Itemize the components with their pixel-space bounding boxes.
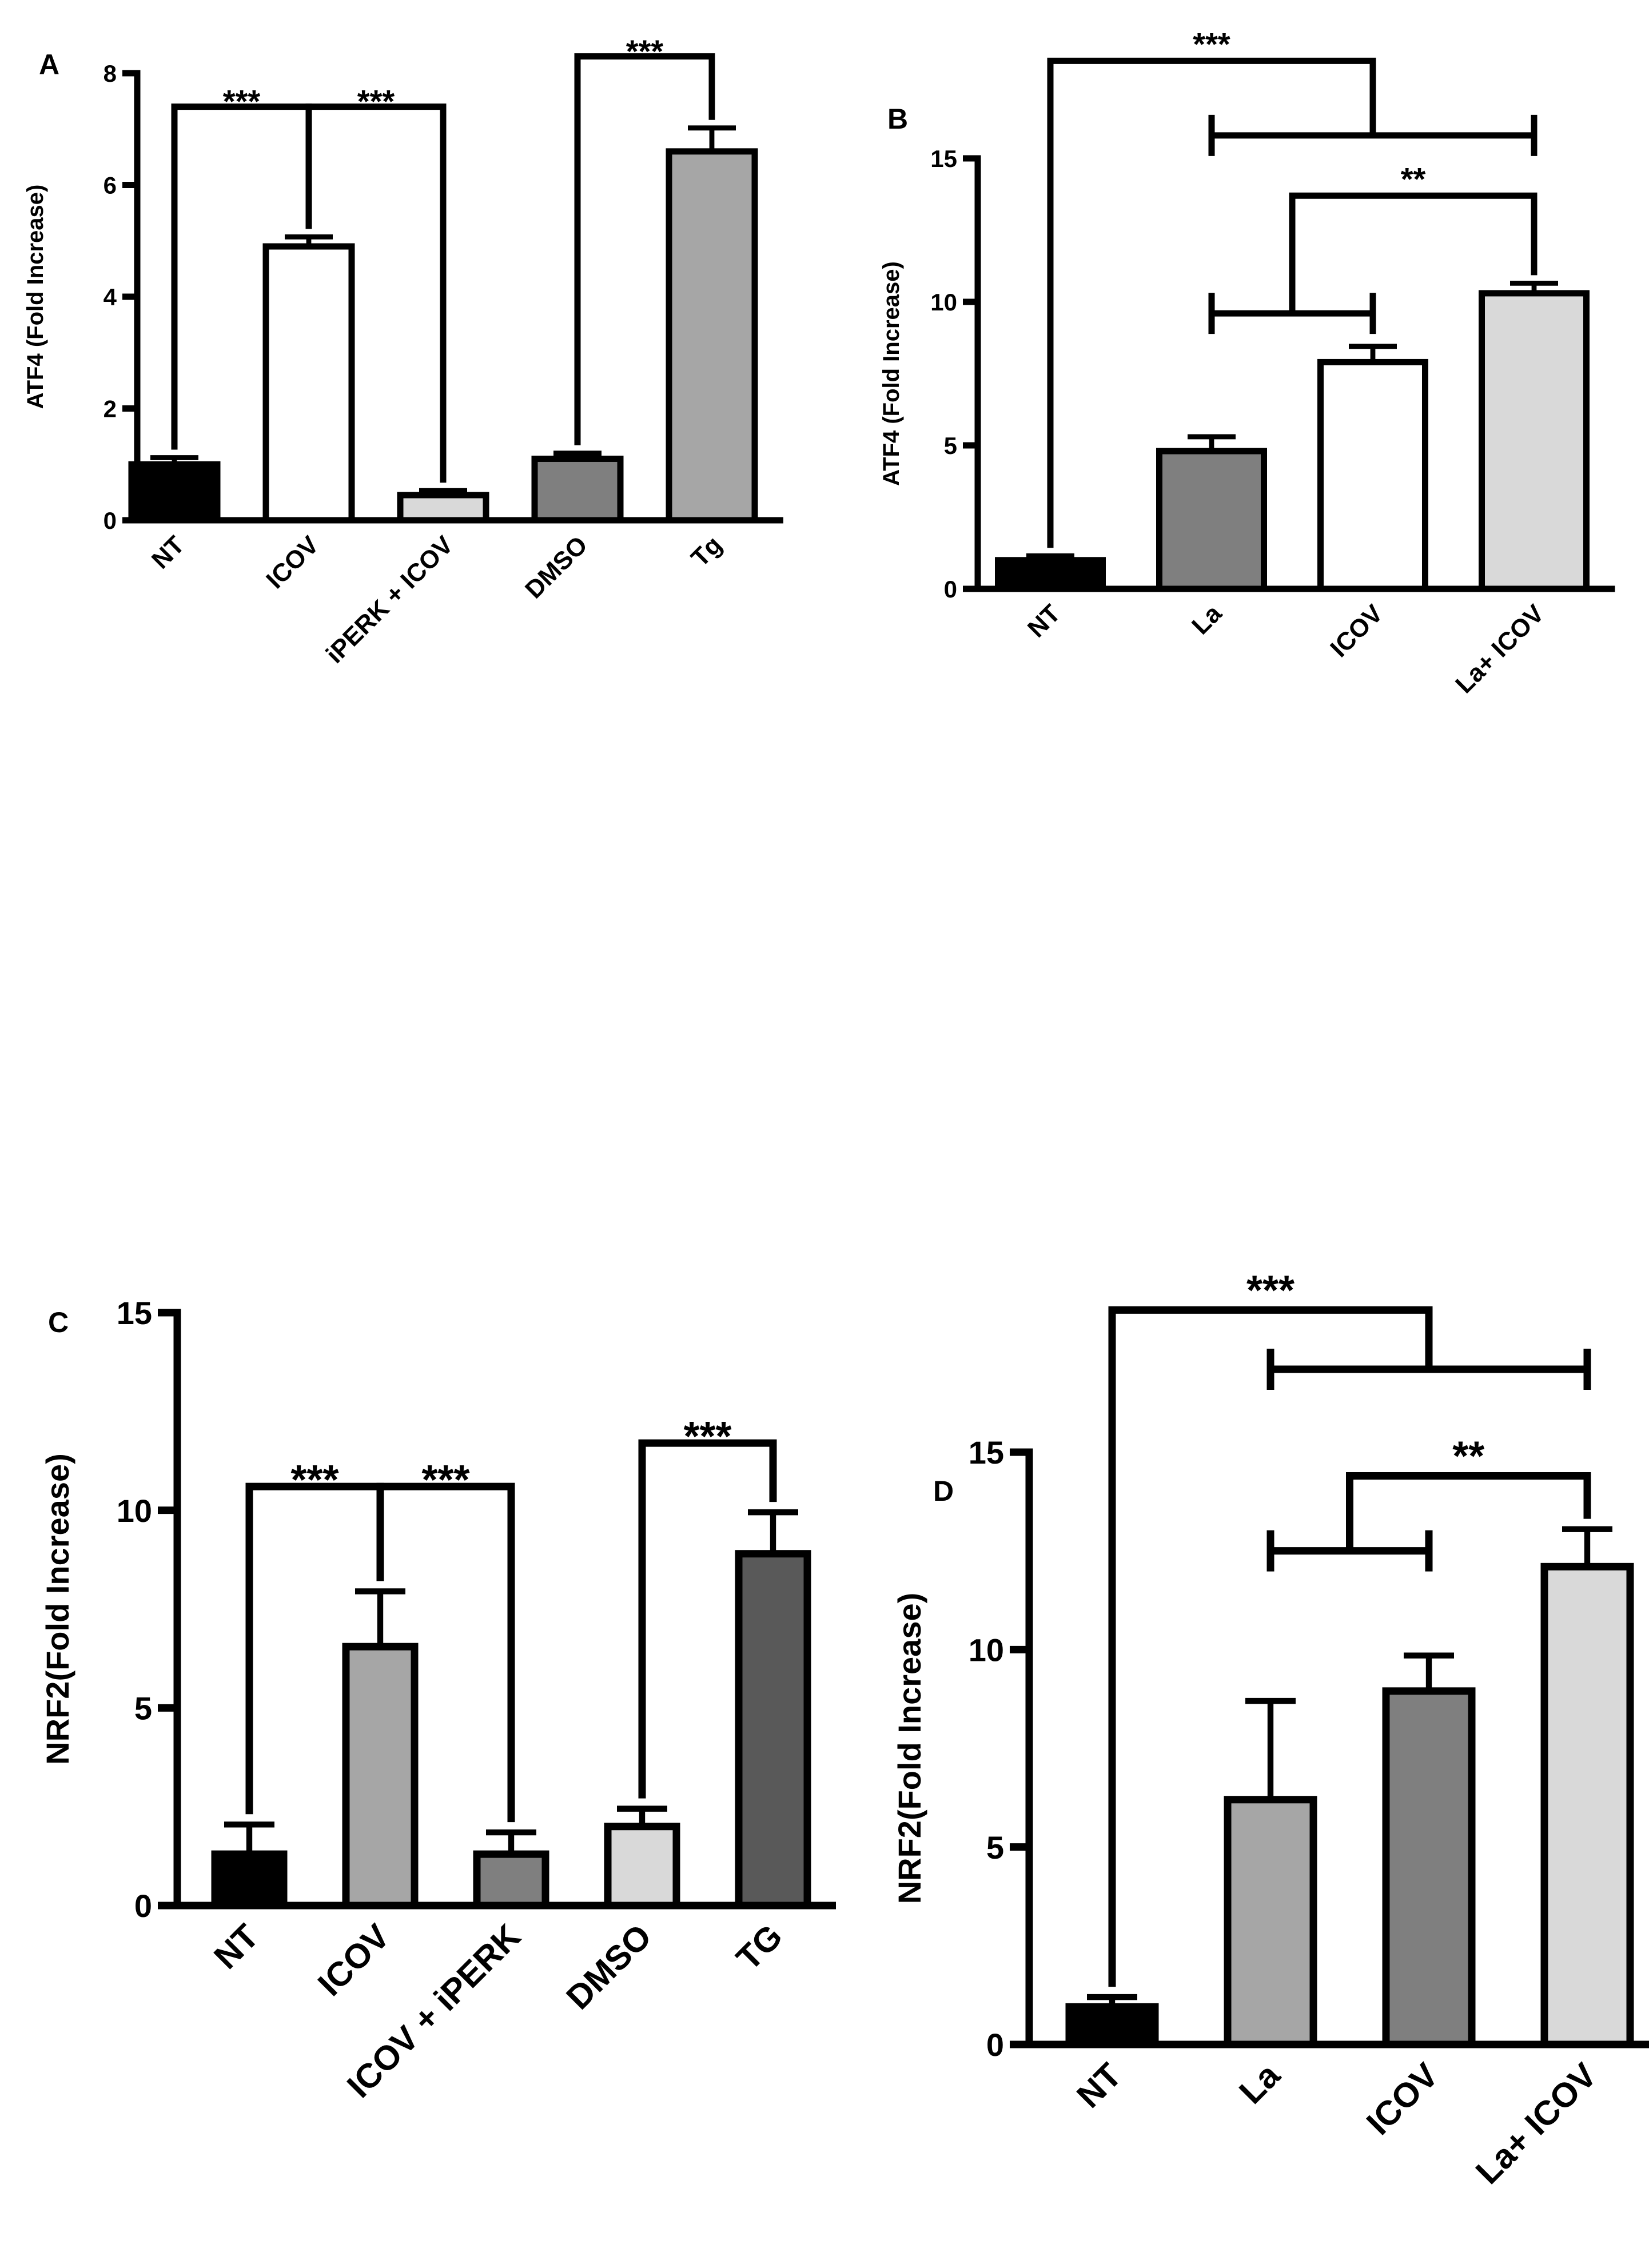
panel-b-bar xyxy=(995,557,1106,592)
panel-a-bar xyxy=(397,492,489,524)
panel-c-category-label: NT xyxy=(206,1917,266,1976)
panel-b-bar xyxy=(1156,448,1267,592)
panel-c-ytick-label: 0 xyxy=(134,1888,152,1924)
panel-b-bar xyxy=(1317,358,1428,592)
panel-a-category-label: DMSO xyxy=(520,531,593,604)
panel-c-significance-stars: *** xyxy=(683,1414,731,1460)
panel-a-category-label: ICOV xyxy=(261,531,324,594)
panel-b-letter: B xyxy=(887,103,908,135)
panel-d-category-label: ICOV xyxy=(1359,2056,1445,2142)
panel-c-category-label: TG xyxy=(729,1917,790,1978)
panel-c-bar xyxy=(473,1850,549,1910)
panel-c-bar xyxy=(342,1643,419,1910)
panel-d-letter: D xyxy=(933,1475,954,1507)
panel-c-ytick-label: 15 xyxy=(117,1295,152,1331)
panel-b-category-label: La+ ICOV xyxy=(1450,599,1550,699)
panel-d-category-label: La xyxy=(1232,2055,1287,2111)
panel-d-category-label: NT xyxy=(1069,2056,1129,2115)
panel-d-y-axis-title: NRF2(Fold Increase) xyxy=(891,1593,927,1904)
panel-b-category-label: ICOV xyxy=(1325,599,1388,663)
panel-c-ytick-label: 10 xyxy=(117,1493,152,1529)
panel-a-significance-bracket xyxy=(574,53,715,445)
panel-a-y-axis-title: ATF4 (Fold Increase) xyxy=(23,185,48,409)
panel-d-bar xyxy=(1065,2003,1159,2048)
panel-d-ytick-label: 10 xyxy=(969,1632,1004,1668)
panel-a-category-label: iPERK + ICOV xyxy=(321,531,459,669)
panel-a-significance-stars: *** xyxy=(223,83,261,119)
panel-b-ytick-label: 10 xyxy=(930,289,957,316)
panel-b-ytick-label: 15 xyxy=(930,145,957,172)
panel-c-category-label: ICOV xyxy=(310,1917,397,2003)
panel-c-bar xyxy=(604,1823,680,1910)
panel-a-ytick-label: 6 xyxy=(103,172,117,199)
panel-c-y-axis-title: NRF2(Fold Increase) xyxy=(39,1453,75,1765)
panel-d-significance-bracket xyxy=(1346,1472,1591,1551)
panel-d-ytick-label: 0 xyxy=(986,2027,1004,2063)
panel-c-letter: C xyxy=(48,1306,69,1338)
panel-c-bar xyxy=(211,1850,288,1910)
panel-a-significance-bracket xyxy=(305,103,447,483)
panel-d-bar xyxy=(1382,1687,1476,2048)
panel-c-significance-bracket xyxy=(638,1439,777,1799)
panel-d-category-label: La+ ICOV xyxy=(1468,2056,1604,2191)
panel-d-bar xyxy=(1540,1563,1634,2048)
panel-c-category-label: DMSO xyxy=(559,1917,659,2017)
panel-a-category-label: NT xyxy=(146,531,190,574)
panel-b-significance-bracket xyxy=(1289,192,1538,314)
panel-d-significance-stars: ** xyxy=(1452,1433,1484,1479)
panel-b-category-label: La xyxy=(1186,599,1227,640)
panel-a-ytick-label: 0 xyxy=(103,507,117,534)
panel-b-significance-stars: *** xyxy=(1193,26,1230,62)
panel-a-ytick-label: 8 xyxy=(103,60,117,87)
panel-b-ytick-label: 0 xyxy=(944,576,957,603)
panel-b-significance-bracket xyxy=(1047,57,1376,548)
panel-b-y-axis-title: ATF4 (Fold Increase) xyxy=(879,261,904,486)
panel-c-significance-bracket xyxy=(376,1482,515,1823)
panel-d-ytick-label: 15 xyxy=(969,1434,1004,1470)
panel-a-bar xyxy=(666,148,758,524)
panel-a-bar xyxy=(531,455,624,524)
panel-d-significance-stars: *** xyxy=(1246,1267,1294,1313)
panel-b-ytick-label: 5 xyxy=(944,432,957,459)
panel-b-category-label: NT xyxy=(1022,599,1066,643)
panel-c-ytick-label: 5 xyxy=(134,1690,152,1726)
panel-b-bar xyxy=(1479,290,1590,592)
panel-a-significance-stars: *** xyxy=(626,33,664,69)
panel-b-atf4-chart: 0 5 10 15 ATF4 (Fold Increase) B NT La ICOV La+ I… xyxy=(879,26,1615,699)
panel-d-significance-bracket xyxy=(1108,1306,1433,1987)
panel-a-bar xyxy=(128,461,221,524)
panel-c-significance-stars: *** xyxy=(421,1457,469,1503)
panel-b-significance-stars: ** xyxy=(1401,161,1426,197)
panel-a-bar xyxy=(262,243,355,524)
panel-a-letter: A xyxy=(39,49,59,81)
panel-a-ytick-label: 4 xyxy=(103,284,117,310)
panel-d-nrf2-chart: 0 5 10 15 NRF2(Fold Increase) D NT La ICOV La+ IC… xyxy=(891,1267,1649,2191)
panel-a-significance-stars: *** xyxy=(357,83,395,119)
panel-a-category-label: Tg xyxy=(686,531,727,572)
panel-d-ytick-label: 5 xyxy=(986,1829,1004,1866)
panel-a-ytick-label: 2 xyxy=(103,396,117,422)
panel-c-significance-stars: *** xyxy=(290,1457,338,1503)
panel-d-bar xyxy=(1224,1796,1317,2048)
panel-c-bar xyxy=(735,1550,811,1910)
